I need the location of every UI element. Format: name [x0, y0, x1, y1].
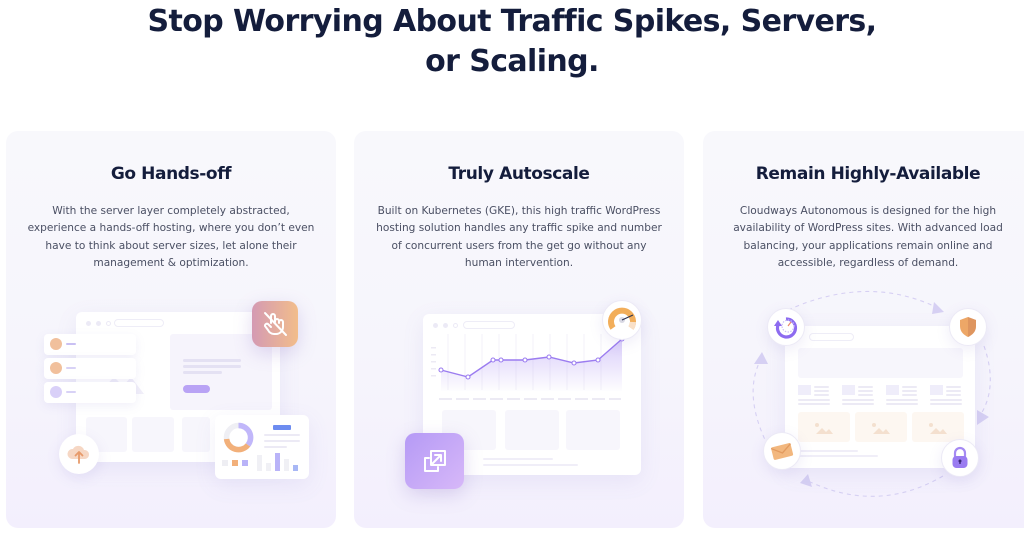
bar-chart-icon	[257, 453, 303, 471]
content-block	[505, 410, 559, 450]
analytics-widget	[215, 415, 309, 479]
card-description: Built on Kubernetes (GKE), this high tra…	[376, 205, 662, 270]
feature-row	[798, 385, 968, 405]
headline-line-2: or Scaling.	[425, 44, 599, 79]
feature-card-hands-off: Go Hands-off With the server layer compl…	[6, 131, 336, 528]
shield-icon	[949, 308, 987, 346]
window-controls	[433, 323, 458, 328]
availability-illustration	[703, 131, 1024, 528]
window-dot	[96, 321, 101, 326]
user-list-item	[44, 334, 136, 355]
card-title: Remain Highly-Available	[755, 164, 981, 184]
window-dot	[86, 321, 91, 326]
envelope-icon	[763, 432, 801, 470]
speedometer-icon	[602, 300, 642, 340]
uptime-restore-icon	[767, 308, 805, 346]
window-dot	[453, 323, 458, 328]
card-title: Go Hands-off	[110, 164, 232, 184]
feature-card-autoscale: Truly Autoscale Built on Kubernetes (GKE…	[354, 131, 684, 528]
scale-expand-icon	[405, 433, 464, 489]
donut-chart-icon	[222, 421, 255, 458]
address-bar	[463, 321, 515, 329]
content-panel	[170, 334, 272, 410]
browser-window-mockup	[423, 314, 641, 475]
user-avatar-icon	[50, 362, 62, 374]
window-dot	[443, 323, 448, 328]
content-block	[566, 410, 620, 450]
legend-swatch	[242, 460, 248, 466]
content-block	[132, 417, 174, 452]
content-block	[182, 417, 210, 452]
padlock-icon	[941, 439, 979, 477]
feature-card-high-availability: Remain Highly-Available Cloudways Autono…	[703, 131, 1024, 528]
window-controls	[86, 321, 111, 326]
image-placeholder-icon	[855, 412, 907, 442]
card-description: With the server layer completely abstrac…	[27, 205, 315, 270]
window-dot	[433, 323, 438, 328]
user-list-item	[44, 382, 136, 403]
page-headline: Stop Worrying About Traffic Spikes, Serv…	[0, 2, 1024, 82]
legend-bar	[273, 425, 291, 430]
chart-axis-ticks	[439, 398, 621, 400]
user-avatar-icon	[50, 338, 62, 350]
user-avatar-icon	[50, 386, 62, 398]
window-dot	[106, 321, 111, 326]
image-placeholder-icon	[798, 412, 850, 442]
cloud-upload-icon	[59, 434, 99, 474]
address-bar	[114, 319, 164, 327]
line-chart-icon	[431, 334, 631, 394]
autoscale-illustration	[354, 131, 684, 528]
headline-line-1: Stop Worrying About Traffic Spikes, Serv…	[147, 4, 878, 39]
legend-swatch	[232, 460, 238, 466]
browser-window-mockup	[785, 326, 975, 468]
address-bar	[809, 333, 854, 341]
image-placeholder-icon	[912, 412, 964, 442]
card-description: Cloudways Autonomous is designed for the…	[733, 205, 1003, 270]
user-list-item	[44, 358, 136, 379]
hands-off-illustration	[6, 131, 336, 528]
cta-pill	[183, 385, 210, 393]
hero-banner	[798, 348, 963, 378]
legend-swatch	[222, 460, 228, 466]
no-touch-hand-icon	[252, 301, 298, 347]
cycle-arrows-icon	[752, 290, 991, 497]
card-title: Truly Autoscale	[448, 164, 590, 184]
